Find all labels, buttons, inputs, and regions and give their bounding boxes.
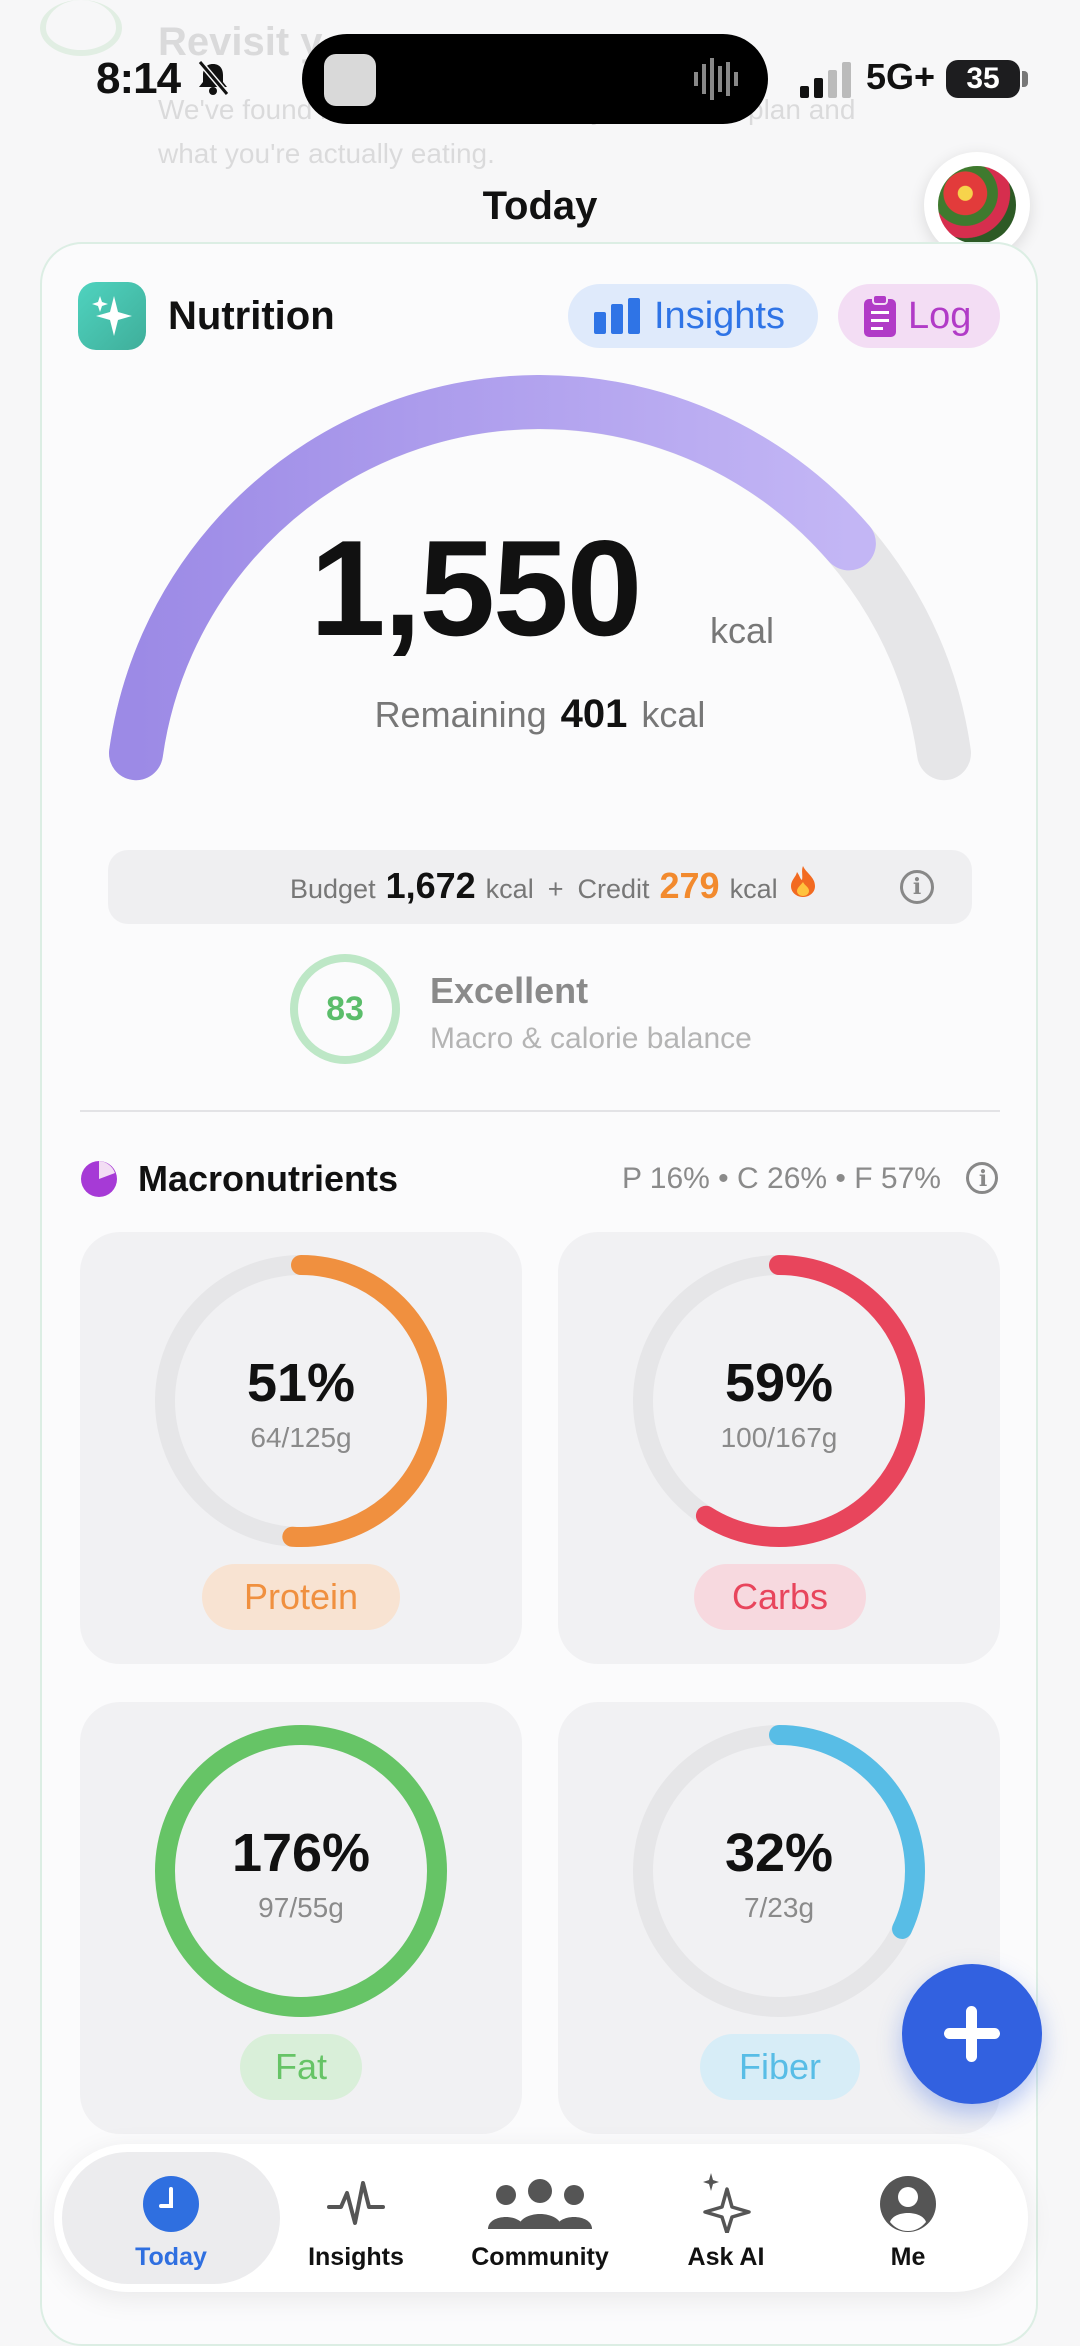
pulse-icon	[327, 2181, 385, 2225]
score-title: Excellent	[430, 970, 589, 1011]
carbs-ring	[633, 1255, 925, 1547]
plus-sign: +	[547, 874, 564, 904]
insights-button[interactable]: Insights	[568, 284, 818, 348]
budget-bar	[108, 850, 972, 924]
macro-info-icon[interactable]	[966, 1162, 998, 1194]
avatar-image	[938, 166, 1016, 244]
budget-info-icon[interactable]	[900, 870, 934, 904]
tab-insights[interactable]: Insights	[290, 2152, 422, 2284]
credit-label: Credit	[577, 874, 650, 904]
fat-ring-fill	[155, 1725, 447, 2017]
calories-unit: kcal	[710, 610, 775, 651]
tab-insights-label: Insights	[308, 2243, 404, 2271]
carbs-ring-fill	[633, 1255, 925, 1547]
flame-icon	[790, 866, 815, 897]
macro-split-text: P 16% • C 26% • F 57%	[622, 1162, 941, 1195]
person-icon	[880, 2176, 936, 2232]
bell-muted-icon	[197, 60, 230, 96]
macronutrients-title: Macronutrients	[138, 1158, 399, 1199]
insights-label: Insights	[654, 294, 785, 337]
fat-ring	[155, 1725, 447, 2017]
sparkles-icon	[78, 282, 146, 350]
sparkles-icon	[703, 2173, 751, 2233]
audio-wave-icon	[694, 58, 738, 100]
clock: 8:14	[96, 54, 181, 103]
carbs-tag: Carbs	[694, 1564, 866, 1630]
fat-percent: 176%	[231, 1823, 371, 1883]
protein-percent: 51%	[246, 1353, 356, 1413]
notification-title: Revisit y	[158, 20, 323, 64]
budget-unit: kcal	[485, 874, 534, 904]
divider	[80, 1110, 1000, 1112]
protein-ring-fill	[155, 1255, 447, 1547]
status-bar: 8:14 5G+ 35	[0, 0, 1080, 160]
network-label: 5G+	[866, 56, 936, 97]
avatar[interactable]	[924, 152, 1030, 258]
tab-me[interactable]: Me	[852, 2152, 964, 2284]
macro-split: P 16% • C 26% • F 57%	[622, 1162, 941, 1196]
remaining-unit: kcal	[641, 694, 706, 735]
pie-chart-icon	[81, 1161, 117, 1197]
tab-today[interactable]: Today	[62, 2152, 280, 2284]
score-ring: 83	[290, 954, 400, 1064]
page-title: Today	[482, 184, 598, 228]
fat-grams: 97/55g	[258, 1892, 344, 1923]
people-icon	[488, 2179, 592, 2229]
budget-row: Budget 1,672 kcal + Credit 279 kcal	[290, 864, 818, 907]
clock-icon	[143, 2176, 199, 2232]
battery-tip	[1022, 71, 1028, 87]
fiber-ring-fill	[633, 1725, 925, 2017]
fat-tag: Fat	[240, 2034, 362, 2100]
battery-level: 35	[966, 62, 1000, 95]
remaining-label: Remaining	[374, 694, 547, 735]
remaining-row: Remaining 401 kcal	[0, 692, 1080, 737]
log-label: Log	[908, 294, 972, 337]
fiber-grams: 7/23g	[743, 1892, 815, 1923]
nutrition-title: Nutrition	[168, 294, 335, 338]
credit-unit: kcal	[729, 874, 778, 904]
macro-tile-protein[interactable]: 51% 64/125g Protein	[80, 1232, 522, 1664]
calorie-gauge	[109, 374, 971, 781]
tab-me-label: Me	[890, 2243, 926, 2271]
budget-label: Budget	[290, 874, 376, 904]
log-button[interactable]: Log	[838, 284, 1000, 348]
protein-grams: 64/125g	[250, 1422, 352, 1453]
calories-consumed: 1,550	[310, 512, 642, 664]
tab-today-label: Today	[135, 2243, 207, 2271]
signal-icon	[800, 62, 851, 98]
fiber-percent: 32%	[724, 1823, 834, 1883]
tab-ask-ai-label: Ask AI	[687, 2243, 765, 2271]
bar-chart-icon	[594, 298, 640, 334]
battery-icon: 35	[946, 60, 1020, 98]
piano-app-icon	[324, 54, 376, 106]
budget-value: 1,672	[385, 865, 476, 906]
macro-tile-carbs[interactable]: 59% 100/167g Carbs	[558, 1232, 1000, 1664]
fiber-ring	[633, 1725, 925, 2017]
tab-community-label: Community	[471, 2243, 609, 2271]
check-icon	[40, 0, 122, 56]
tab-community[interactable]: Community	[460, 2152, 620, 2284]
remaining-value: 401	[560, 692, 628, 736]
macro-tile-fat[interactable]: 176% 97/55g Fat	[80, 1702, 522, 2134]
clipboard-icon	[864, 295, 896, 337]
carbs-grams: 100/167g	[720, 1422, 838, 1453]
add-button[interactable]	[902, 1964, 1042, 2104]
gauge-fill	[109, 374, 876, 781]
fiber-tag: Fiber	[700, 2034, 860, 2100]
protein-ring	[155, 1255, 447, 1547]
credit-value: 279	[659, 865, 720, 906]
score-subtitle: Macro & calorie balance	[430, 1022, 752, 1055]
dynamic-island	[302, 34, 768, 124]
protein-tag: Protein	[202, 1564, 400, 1630]
carbs-percent: 59%	[724, 1353, 834, 1413]
tab-ask-ai[interactable]: Ask AI	[666, 2152, 786, 2284]
